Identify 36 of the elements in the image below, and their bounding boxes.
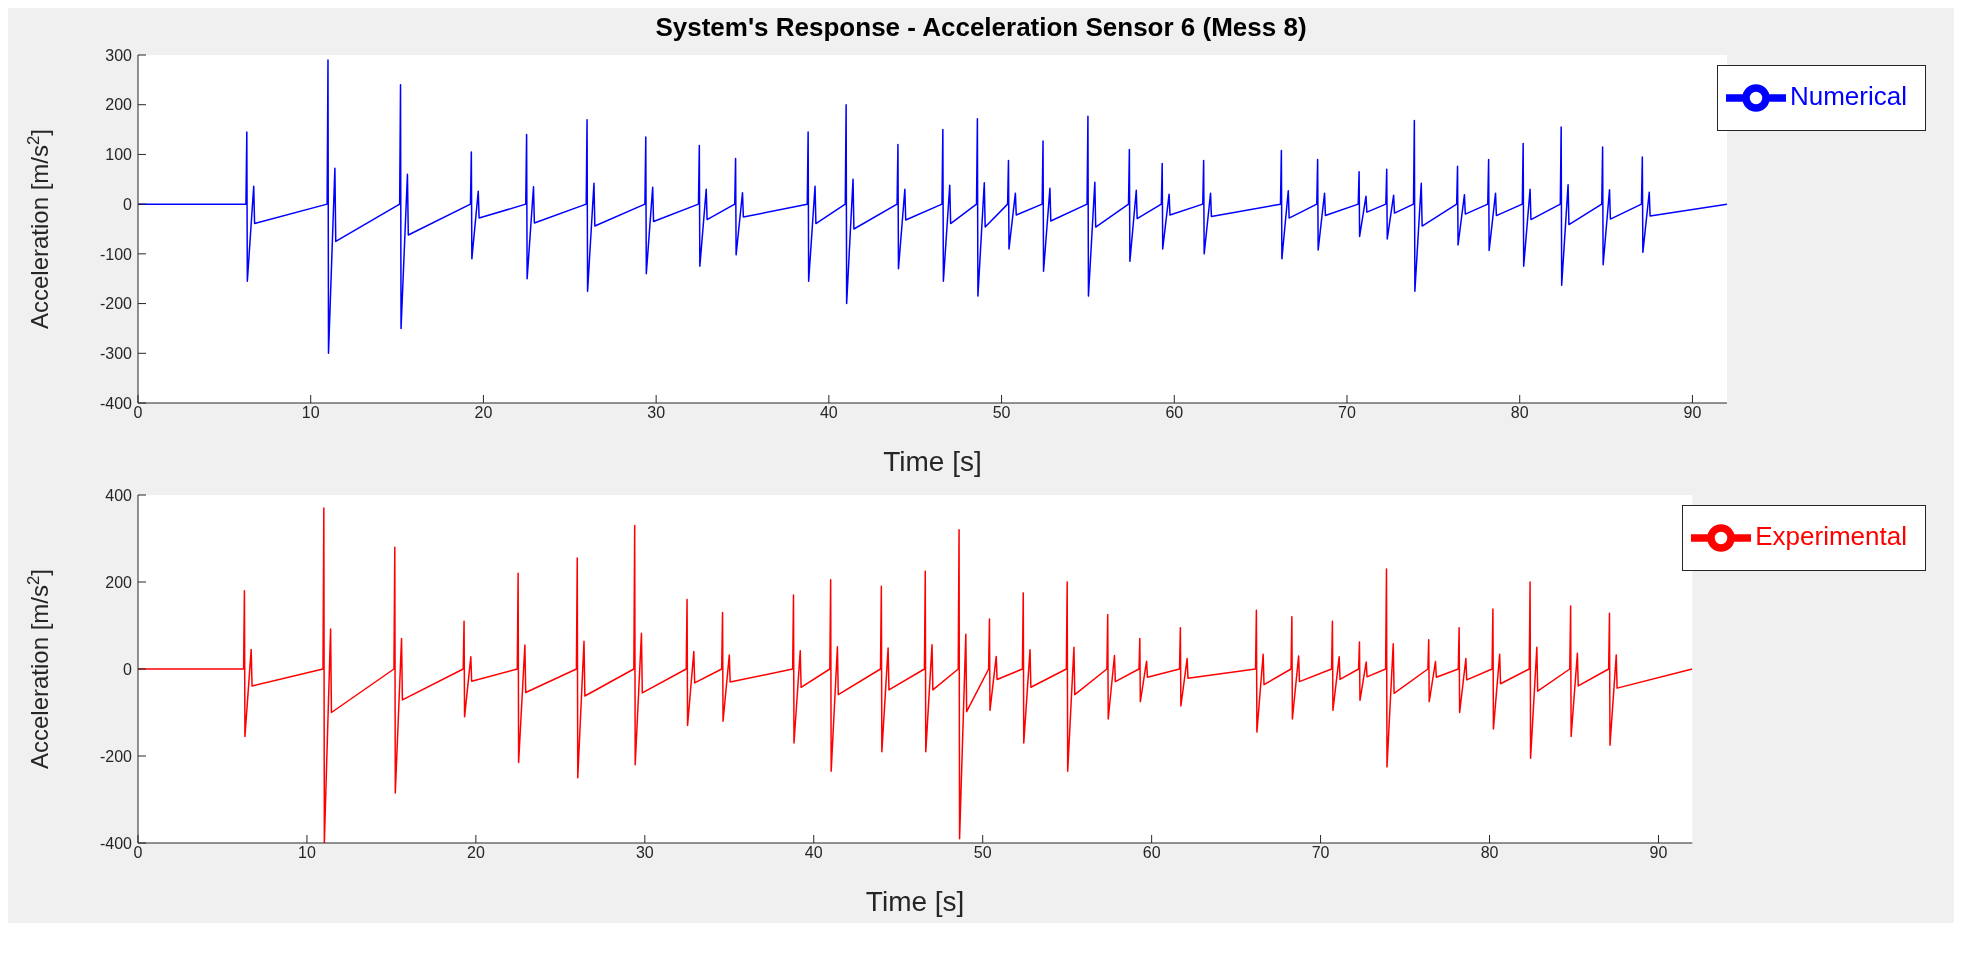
y-tick-label: -100 [99, 245, 133, 263]
x-tick-label: 50 [973, 844, 992, 862]
x-tick-label: 10 [301, 404, 320, 422]
y-tick-label: -300 [99, 344, 133, 362]
x-tick-label: 70 [1338, 404, 1356, 422]
x-tick-label: 20 [466, 844, 485, 862]
y-tick-label: 0 [123, 660, 133, 678]
y-tick-label: 200 [105, 573, 133, 591]
x-tick-label: 80 [1510, 404, 1529, 422]
x-axis-title: Time [s] [865, 886, 965, 917]
x-tick-label: 50 [992, 404, 1011, 422]
y-tick-label: 200 [105, 96, 133, 114]
legend-label: Experimental [1755, 520, 1907, 551]
chart-title: System's Response - Acceleration Sensor 6 (Mess 8) [654, 11, 1308, 43]
legend-label: Numerical [1789, 80, 1907, 111]
x-tick-label: 40 [819, 404, 838, 422]
x-tick-label: 20 [474, 404, 493, 422]
x-tick-label: 70 [1311, 844, 1330, 862]
y-tick-label: -400 [99, 394, 133, 412]
x-axis-title: Time [s] [883, 446, 982, 477]
y-tick-label: -200 [99, 295, 133, 313]
y-tick-label: 100 [105, 146, 133, 164]
x-tick-label: 90 [1683, 404, 1702, 422]
x-tick-label: 80 [1480, 844, 1499, 862]
x-tick-label: 10 [298, 844, 316, 862]
y-tick-label: 400 [105, 486, 133, 504]
x-tick-label: 40 [804, 844, 823, 862]
y-tick-label: 300 [105, 46, 133, 64]
y-tick-label: 0 [123, 195, 133, 213]
y-tick-label: -400 [99, 834, 133, 852]
x-tick-label: 60 [1142, 844, 1161, 862]
y-tick-label: -200 [99, 747, 133, 765]
x-tick-label: 60 [1165, 404, 1184, 422]
x-tick-label: 30 [635, 844, 654, 862]
x-tick-label: 90 [1649, 844, 1668, 862]
x-tick-label: 30 [647, 404, 666, 422]
